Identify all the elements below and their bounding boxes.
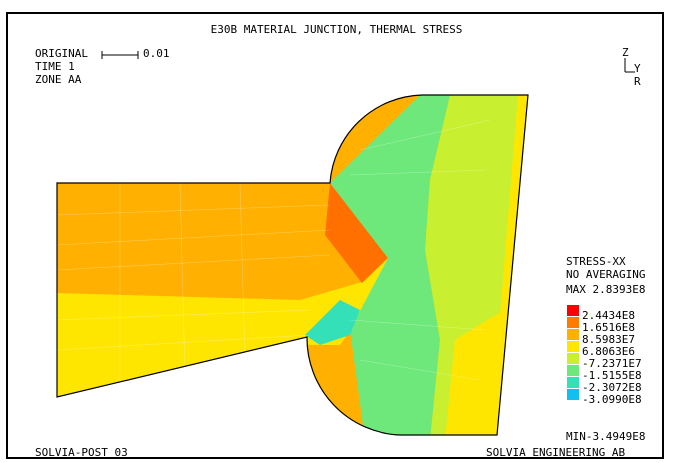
stress-field (57, 95, 528, 435)
legend-level-7: -2.3072E8 (582, 381, 642, 394)
axis-r-label: R (634, 75, 641, 88)
legend-swatch-8 (567, 389, 579, 400)
legend-swatch-1 (567, 305, 579, 316)
scale-value: 0.01 (143, 47, 170, 60)
axis-y-label: Y (634, 62, 641, 75)
plot-title: E30B MATERIAL JUNCTION, THERMAL STRESS (210, 23, 463, 36)
legend-subtitle: NO AVERAGING (566, 268, 646, 281)
legend-swatch-6 (567, 365, 579, 376)
legend-level-1: 2.4434E8 (582, 309, 635, 322)
legend-title: STRESS-XX (566, 255, 626, 268)
legend-swatch-7 (567, 377, 579, 388)
legend-min: MIN-3.4949E8 (566, 430, 646, 443)
original-label: ORIGINAL (35, 47, 88, 60)
footer-left: SOLVIA-POST 03 (35, 446, 128, 459)
legend-max: MAX 2.8393E8 (566, 283, 646, 296)
legend-level-6: -1.5155E8 (582, 369, 642, 382)
zone-label: ZONE AA (35, 73, 82, 86)
body-outline (56, 94, 529, 436)
legend-swatch-5 (567, 353, 579, 364)
legend-swatches (567, 305, 579, 400)
legend-level-8: -3.0990E8 (582, 393, 642, 406)
time-label: TIME 1 (35, 60, 75, 73)
legend-swatch-4 (567, 341, 579, 352)
legend-swatch-2 (567, 317, 579, 328)
axis-triad-icon (624, 58, 635, 73)
legend-swatch-3 (567, 329, 579, 340)
legend-level-5: -7.2371E7 (582, 357, 642, 370)
legend-level-3: 8.5983E7 (582, 333, 635, 346)
footer-right: SOLVIA ENGINEERING AB (486, 446, 626, 459)
scale-bar (101, 51, 139, 59)
legend-level-4: 6.8063E6 (582, 345, 635, 358)
plot-frame (6, 12, 664, 459)
legend-level-2: 1.6516E8 (582, 321, 635, 334)
axis-z-label: Z (622, 46, 629, 59)
